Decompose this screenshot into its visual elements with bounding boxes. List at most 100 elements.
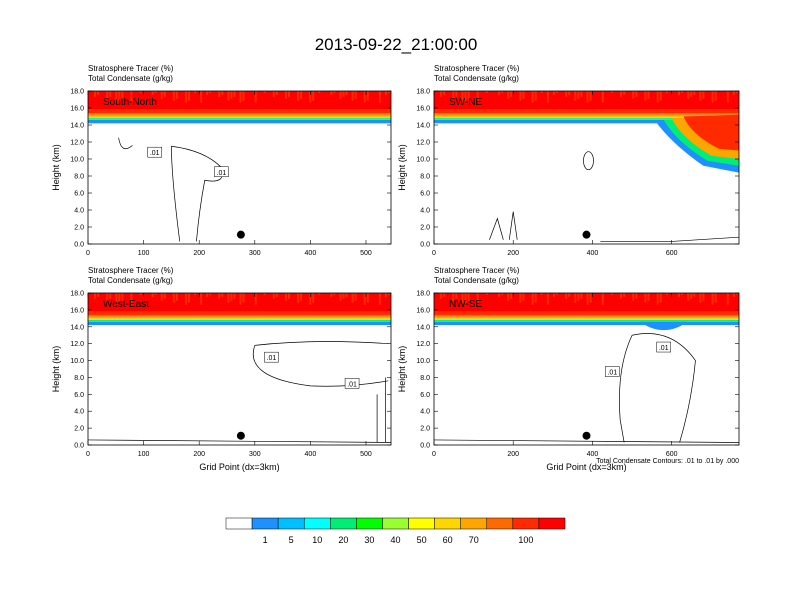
tracer-field xyxy=(88,293,391,326)
tracer-streak xyxy=(263,293,266,295)
y-axis-label: Height (km) xyxy=(51,144,61,191)
tracer-streak xyxy=(467,91,470,99)
y-tick-label: 0.0 xyxy=(420,242,430,249)
tracer-streak xyxy=(312,293,315,303)
tracer-band-6 xyxy=(88,320,391,322)
tracer-streak xyxy=(309,293,312,305)
condensate-contours xyxy=(489,151,739,242)
panel-west-east: Stratosphere Tracer (%)Total Condensate … xyxy=(51,266,392,472)
tracer-streak xyxy=(623,293,626,297)
tracer-streak xyxy=(94,91,97,97)
tracer-streak xyxy=(519,293,522,303)
tracer-streak xyxy=(333,91,336,93)
tracer-streak xyxy=(623,91,626,95)
tracer-streak xyxy=(455,293,458,299)
cloud-contour xyxy=(583,151,594,171)
x-tick-label: 400 xyxy=(305,451,317,458)
tracer-streak xyxy=(714,293,717,303)
tracer-band-8 xyxy=(434,321,739,326)
tracer-streak xyxy=(206,91,209,95)
panel-title-line1: Stratosphere Tracer (%) xyxy=(88,266,174,275)
x-tick-label: 100 xyxy=(138,250,150,257)
x-tick-label: 600 xyxy=(666,250,678,257)
tracer-streak xyxy=(172,91,175,101)
colorbar-label: 10 xyxy=(312,535,322,545)
y-tick-label: 12.0 xyxy=(70,140,84,147)
x-tick-label: 200 xyxy=(193,451,205,458)
tracer-streak xyxy=(342,91,345,97)
tracer-streak xyxy=(94,293,97,299)
tracer-dip xyxy=(639,321,688,331)
tracer-band-3 xyxy=(434,114,739,117)
tracer-streak xyxy=(735,293,738,295)
tracer-streak xyxy=(687,293,690,301)
intrusion-core xyxy=(683,114,739,151)
tracer-streak xyxy=(366,293,369,303)
x-tick-label: 200 xyxy=(507,451,519,458)
tracer-streak xyxy=(384,293,387,297)
x-tick-label: 600 xyxy=(666,451,678,458)
tracer-streak xyxy=(363,91,366,103)
tracer-streak xyxy=(635,293,638,299)
tracer-streak xyxy=(732,91,735,95)
plot-frame xyxy=(87,90,392,245)
condensate-contours xyxy=(434,333,739,443)
tracer-streak xyxy=(275,91,278,95)
tracer-band-4 xyxy=(88,318,391,320)
tracer-streak xyxy=(531,91,534,103)
tracer-field xyxy=(434,91,739,173)
tracer-band-6 xyxy=(434,118,739,120)
colorbar-label: 40 xyxy=(390,535,400,545)
tracer-streak xyxy=(656,293,659,305)
tracer-streak xyxy=(610,293,613,295)
colorbar-swatch xyxy=(356,517,383,530)
tracer-streak xyxy=(452,91,455,99)
condensate-contours xyxy=(88,341,391,443)
tracer-field xyxy=(88,91,391,124)
contour-footnote: Total Condensate Contours: .01 to .01 by… xyxy=(596,458,739,465)
tracer-streak xyxy=(378,91,381,103)
tracer-band-2 xyxy=(88,314,391,317)
tracer-streak xyxy=(151,293,154,297)
contour-label-box xyxy=(147,146,162,158)
tracer-streak xyxy=(221,293,224,297)
tracer-streak xyxy=(732,293,735,297)
tracer-streak xyxy=(464,293,467,303)
tracer-streak xyxy=(681,91,684,93)
y-tick-label: 8.0 xyxy=(420,174,430,181)
tracer-band-4 xyxy=(434,116,739,118)
tracer-streak xyxy=(200,293,203,305)
tracer-streak xyxy=(699,91,702,101)
tracer-band-7 xyxy=(88,320,391,322)
cloud-contour xyxy=(118,137,133,150)
tracer-streak xyxy=(239,293,242,305)
y-tick-label: 18.0 xyxy=(70,291,84,298)
tracer-streak xyxy=(297,91,300,101)
tracer-streak xyxy=(647,293,650,301)
panel-south-north: Stratosphere Tracer (%)Total Condensate … xyxy=(51,64,392,257)
tracer-streak xyxy=(206,293,209,297)
tracer-streak xyxy=(687,91,690,99)
location-marker xyxy=(582,431,591,440)
plot-frame xyxy=(433,90,740,245)
tracer-streak xyxy=(163,293,166,299)
tracer-streak xyxy=(568,293,571,297)
tracer-band-1 xyxy=(88,311,391,315)
y-tick-label: 2.0 xyxy=(74,426,84,433)
tracer-streak xyxy=(109,91,112,97)
colorbar-swatch xyxy=(330,517,357,530)
tracer-streak xyxy=(263,91,266,93)
contour-label: .01 xyxy=(150,150,160,157)
x-tick-label: 0 xyxy=(86,250,90,257)
tracer-streak xyxy=(476,293,479,305)
tracer-streak xyxy=(118,91,121,101)
tracer-streak xyxy=(507,293,510,301)
tracer-band-7 xyxy=(88,119,391,121)
location-marker xyxy=(236,230,245,239)
tracer-streak xyxy=(284,91,287,99)
tracer-streak xyxy=(735,91,738,93)
tracer-streak xyxy=(665,91,668,93)
tracer-streak xyxy=(556,91,558,93)
tracer-streak xyxy=(440,91,443,97)
tracer-streak xyxy=(507,91,510,99)
